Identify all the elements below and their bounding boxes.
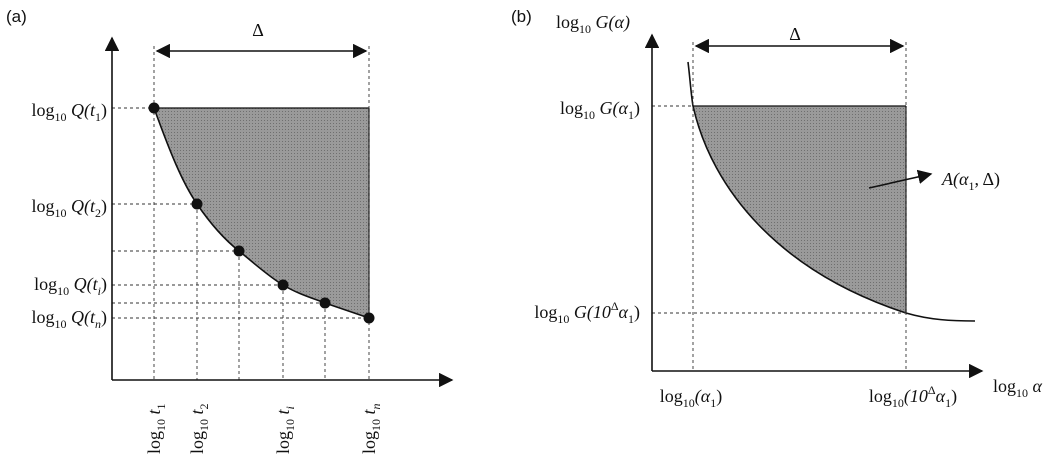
panel-b-x-label-alpha1: log10(α1) xyxy=(660,386,722,410)
panel-a-x-label-tn: log10 tn xyxy=(359,403,383,454)
panel-a-y-label-t2: log10 Q(t2) xyxy=(31,196,107,220)
panel-b-y-axis-title: log10 G(α) xyxy=(556,12,630,36)
panel-b-y-label-10delta-alpha1: log10 G(10Δα1) xyxy=(534,299,640,326)
panel-a-point-i xyxy=(277,279,289,291)
panel-a-point-n xyxy=(363,312,375,324)
panel-a-x-label-t1: log10 t1 xyxy=(144,403,168,454)
panel-a-x-label-ti: log10 ti xyxy=(273,406,297,454)
panel-b-x-axis-title: log10 α xyxy=(993,376,1043,400)
panel-a: (a) Δ xyxy=(6,7,454,454)
panel-b-x-label-10delta-alpha1: log10(10Δα1) xyxy=(869,383,957,410)
panel-a-delta-label: Δ xyxy=(252,20,264,40)
panel-a-point-2 xyxy=(191,198,203,210)
panel-a-guides xyxy=(112,46,370,380)
panel-a-label: (a) xyxy=(6,7,27,26)
panel-a-y-label-ti: log10 Q(ti) xyxy=(34,274,107,298)
panel-a-x-label-t2: log10 t2 xyxy=(187,403,211,454)
panel-a-point-5 xyxy=(319,297,331,309)
panel-a-point-3 xyxy=(233,245,245,257)
panel-b-area-label: A(α1, Δ) xyxy=(941,169,1000,193)
panel-b-shaded-region xyxy=(693,106,906,313)
panel-b: (b) Δ log10 G(α) log10 G(α1) log10 G(10Δ… xyxy=(511,7,1043,410)
panel-a-y-label-tn: log10 Q(tn) xyxy=(31,307,107,331)
panel-b-guides xyxy=(652,42,907,371)
panel-b-delta-label: Δ xyxy=(789,24,801,44)
panel-b-curve xyxy=(687,61,976,322)
panel-a-point-1 xyxy=(148,102,160,114)
panel-b-label: (b) xyxy=(511,7,532,26)
panel-b-area-arrow xyxy=(868,169,933,189)
panel-a-y-label-t1: log10 Q(t1) xyxy=(31,100,107,124)
panel-a-shaded-region xyxy=(154,108,369,318)
panel-b-y-label-alpha1: log10 G(α1) xyxy=(560,98,640,122)
